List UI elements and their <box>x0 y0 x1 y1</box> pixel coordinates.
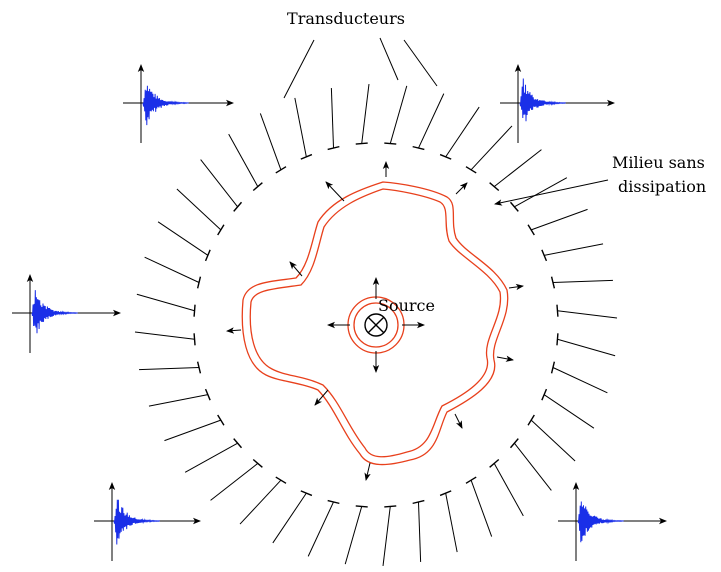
transducer-body <box>557 338 616 357</box>
transducer-array <box>134 83 618 567</box>
transducer-body <box>531 208 588 231</box>
transducer-body <box>307 501 334 557</box>
signal-waveform <box>519 78 566 122</box>
transducer-face <box>204 249 211 262</box>
transducer-body <box>164 419 221 442</box>
transducer-body <box>557 310 618 319</box>
signal-plot <box>500 64 615 143</box>
transducer-body <box>134 331 195 340</box>
transducer-body <box>294 97 307 157</box>
transducer-body <box>184 442 238 473</box>
wavefront <box>241 181 509 466</box>
transducer-body <box>239 479 282 525</box>
transducer-body <box>210 463 259 501</box>
transducer-body <box>259 113 282 170</box>
wavefront-outer-contour <box>241 181 509 466</box>
source-emission-arrows <box>327 277 425 373</box>
transducer-body <box>200 159 238 208</box>
wavefront-arrow <box>314 389 329 406</box>
transducer-body <box>530 419 576 462</box>
wavefront-propagation-arrows <box>226 161 524 481</box>
signal-plot <box>94 482 201 561</box>
transducer-body <box>493 463 524 517</box>
transducer-body <box>544 243 604 256</box>
signal-waveform <box>577 501 624 543</box>
wavefront-arrow <box>454 413 463 429</box>
transducer-body <box>418 93 445 149</box>
transducer-body <box>361 83 370 144</box>
transducer-body <box>389 85 408 144</box>
transducer-body <box>148 394 208 407</box>
transducer-body <box>382 506 391 567</box>
wavefront-arrow <box>289 261 303 277</box>
wavefront-arrow <box>226 327 242 334</box>
signal-plot <box>123 64 234 143</box>
transducer-face <box>412 145 425 151</box>
source-inner-ring <box>353 302 399 348</box>
recorded-signals <box>12 64 667 561</box>
wavefront-arrow <box>508 283 524 291</box>
medium-label-line2: dissipation <box>618 177 706 196</box>
signal-plot <box>558 482 667 561</box>
transducer-body <box>139 366 200 371</box>
transducer-body <box>176 188 222 231</box>
transducer-body <box>552 279 613 284</box>
transducer-body <box>493 149 542 187</box>
transducer-face <box>196 276 202 289</box>
transducer-face <box>439 490 452 497</box>
transducer-body <box>445 106 480 158</box>
transducers-label: Transducteurs <box>287 9 405 28</box>
wavefront-arrow <box>325 181 345 202</box>
transducer-body <box>470 125 513 171</box>
transducer-face <box>196 361 202 374</box>
transducer-body <box>552 367 608 394</box>
medium-label-line1: Milieu sans <box>612 153 705 172</box>
transducer-body <box>330 88 335 149</box>
wavefront-arrow <box>496 355 514 362</box>
transducer-body <box>272 492 307 544</box>
transducer-body <box>543 394 595 429</box>
signal-waveform <box>113 499 160 545</box>
wavefront-arrow <box>455 182 468 195</box>
transducer-body <box>470 480 493 537</box>
transducer-face <box>300 490 313 497</box>
transducer-body <box>144 256 200 283</box>
transducers-pointer-lines <box>283 37 438 99</box>
signal-waveform <box>142 85 189 126</box>
source: Source <box>327 277 435 373</box>
transducer-body <box>417 501 422 562</box>
medium-pointer-arrow <box>494 179 609 206</box>
transducer-body <box>514 177 568 208</box>
signal-plot <box>12 274 121 353</box>
transducer-body <box>514 442 552 491</box>
wavefront-arrow <box>364 462 371 481</box>
transducer-body <box>344 506 363 565</box>
transducer-body <box>157 221 209 256</box>
transducer-face <box>327 145 340 151</box>
source-label: Source <box>378 296 435 315</box>
transducer-body <box>228 133 259 187</box>
transducer-body <box>445 493 458 553</box>
signal-waveform <box>31 290 78 334</box>
wavefront-inner-contour <box>249 188 502 458</box>
transducer-body <box>136 293 195 312</box>
